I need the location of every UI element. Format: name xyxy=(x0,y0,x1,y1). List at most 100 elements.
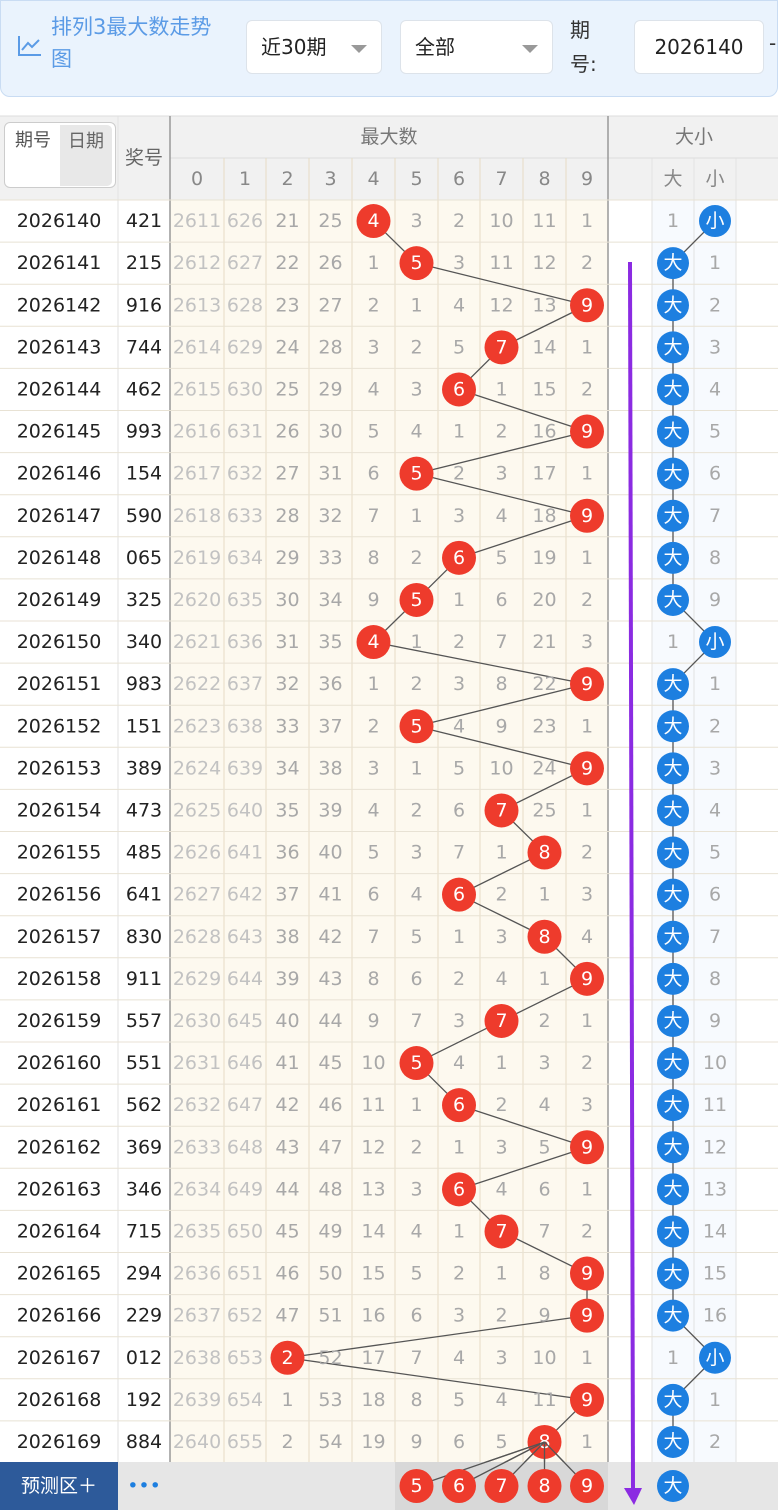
max-digit: 4 xyxy=(367,210,379,232)
miss-count: 5 xyxy=(367,842,379,864)
miss-count: 2 xyxy=(581,589,593,611)
miss-count: 5 xyxy=(367,421,379,443)
size-ball xyxy=(657,247,689,280)
issue: 2026150 xyxy=(17,631,102,653)
issue-tab[interactable]: 期号 xyxy=(15,130,51,151)
size-value: 小 xyxy=(705,1347,724,1369)
miss-count: 2 xyxy=(453,968,465,990)
miss-count: 4 xyxy=(495,1178,507,1200)
miss-count: 1 xyxy=(453,926,465,948)
max-ball xyxy=(399,709,434,744)
digit-header: 8 xyxy=(538,168,550,190)
scroll-arrowhead xyxy=(624,1488,642,1505)
miss-count: 34 xyxy=(275,757,299,779)
size-ball xyxy=(657,289,689,322)
miss-count: 46 xyxy=(318,1094,342,1116)
miss-count: 3 xyxy=(581,631,593,653)
max-ball xyxy=(442,877,476,912)
size-value: 大 xyxy=(663,926,682,948)
max-digit: 5 xyxy=(410,463,422,485)
miss-count: 29 xyxy=(275,547,299,569)
miss-count: 1 xyxy=(495,842,507,864)
miss-count: 3 xyxy=(581,1094,593,1116)
max-ball xyxy=(484,1214,519,1249)
max-ball xyxy=(570,1298,604,1333)
award-number: 916 xyxy=(126,294,162,316)
award-number: 562 xyxy=(126,1094,162,1116)
miss-count: 1 xyxy=(410,505,422,527)
award-number: 192 xyxy=(126,1389,162,1411)
range-value: 近30期 xyxy=(261,35,327,59)
miss-count: 1 xyxy=(581,1347,593,1369)
footer-bg xyxy=(0,1462,778,1510)
miss-count: 4 xyxy=(410,421,422,443)
miss-count: 7 xyxy=(538,1220,550,1242)
miss-count: 13 xyxy=(361,1178,385,1200)
miss-count: 18 xyxy=(361,1389,385,1411)
issue: 2026153 xyxy=(17,757,102,779)
size-ball xyxy=(657,962,689,995)
issue-input[interactable]: 2026140 xyxy=(634,20,764,74)
miss-count: 6 xyxy=(495,589,507,611)
miss-count: 50 xyxy=(318,1263,342,1285)
miss-count: 31 xyxy=(275,631,299,653)
miss-count: 10 xyxy=(532,1347,556,1369)
range-select[interactable]: 近30期 xyxy=(246,20,382,74)
size-miss: 6 xyxy=(709,463,721,485)
miss-count: 42 xyxy=(318,926,342,948)
size-ball xyxy=(657,1257,689,1290)
miss-count: 44 xyxy=(318,1010,342,1032)
predict-ball xyxy=(570,1469,604,1503)
miss-count: 8 xyxy=(367,547,379,569)
size-value: 大 xyxy=(663,1263,682,1285)
miss-count: 3 xyxy=(453,1305,465,1327)
size-value: 小 xyxy=(705,210,724,232)
miss-count: 3 xyxy=(538,1052,550,1074)
miss-count: 3 xyxy=(367,757,379,779)
miss-count: 15 xyxy=(532,378,556,400)
miss-count: 31 xyxy=(318,463,342,485)
miss-count: 9 xyxy=(367,1010,379,1032)
miss-count: 24 xyxy=(532,757,556,779)
max-digit: 5 xyxy=(410,589,422,611)
size-value: 大 xyxy=(663,715,682,737)
miss-count: 44 xyxy=(275,1178,299,1200)
filter-select[interactable]: 全部 xyxy=(400,20,553,74)
size-miss: 6 xyxy=(709,884,721,906)
miss-count: 1 xyxy=(581,547,593,569)
size-header: 小 xyxy=(705,168,724,190)
miss-count: 648 xyxy=(227,1136,263,1158)
miss-count: 2 xyxy=(453,463,465,485)
miss-count: 2 xyxy=(410,547,422,569)
miss-count: 2 xyxy=(581,1052,593,1074)
miss-count: 1 xyxy=(453,1220,465,1242)
miss-count: 25 xyxy=(318,210,342,232)
miss-count: 7 xyxy=(367,505,379,527)
miss-count: 16 xyxy=(361,1305,385,1327)
miss-count: 17 xyxy=(361,1347,385,1369)
miss-count: 5 xyxy=(538,1136,550,1158)
trend-line xyxy=(416,683,588,727)
miss-count: 33 xyxy=(318,547,342,569)
miss-count: 38 xyxy=(275,926,299,948)
miss-count: 21 xyxy=(275,210,299,232)
date-tab[interactable]: 日期 xyxy=(60,125,112,186)
issue: 2026167 xyxy=(17,1347,102,1369)
miss-count: 3 xyxy=(410,842,422,864)
miss-count: 7 xyxy=(410,1347,422,1369)
size-ball xyxy=(699,1341,731,1374)
miss-count: 2 xyxy=(581,842,593,864)
more-button[interactable]: ••• xyxy=(127,1475,161,1497)
miss-count: 4 xyxy=(453,1347,465,1369)
size-miss: 14 xyxy=(703,1220,727,1242)
miss-count: 2639 xyxy=(173,1389,221,1411)
trend-line xyxy=(458,388,588,433)
miss-count: 1 xyxy=(581,799,593,821)
size-miss: 3 xyxy=(709,757,721,779)
miss-count: 7 xyxy=(495,631,507,653)
award-number: 983 xyxy=(126,673,162,695)
miss-count: 37 xyxy=(318,715,342,737)
max-digit: 9 xyxy=(581,757,593,779)
miss-count: 632 xyxy=(227,463,263,485)
size-value: 小 xyxy=(705,631,724,653)
